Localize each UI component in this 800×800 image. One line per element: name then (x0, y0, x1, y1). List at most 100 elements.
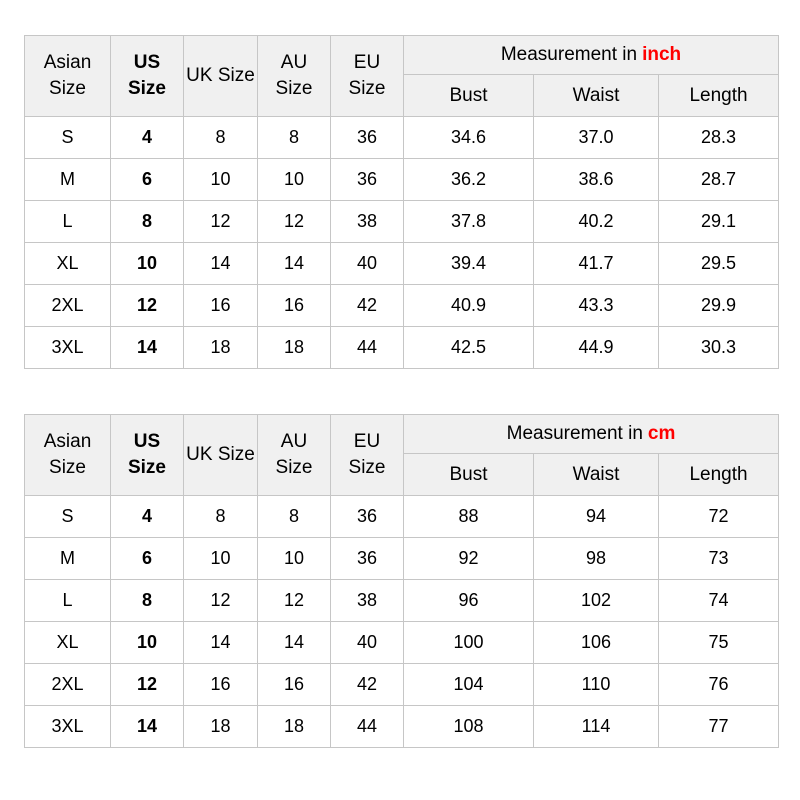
asian-size-cell: L (24, 200, 111, 243)
col-header-eu-size: EU Size (330, 35, 404, 117)
uk-size-cell: 8 (183, 116, 258, 159)
table-row: XL 10 14 14 40 100 106 75 (24, 621, 780, 664)
asian-size-cell: 2XL (24, 284, 111, 327)
length-cell: 28.3 (658, 116, 779, 159)
uk-size-cell: 18 (183, 326, 258, 369)
size-table-cm: Asian Size US Size UK Size AU Size EU Si… (24, 414, 780, 748)
waist-cell: 114 (533, 705, 659, 748)
length-cell: 76 (657, 663, 780, 706)
col-header-asian-size: Asian Size (24, 414, 111, 496)
us-size-cell: 12 (110, 663, 184, 706)
asian-size-cell: S (24, 116, 111, 159)
waist-cell: 106 (533, 621, 659, 664)
table-row: S 4 8 8 36 34.6 37.0 28.3 (24, 116, 779, 159)
bust-cell: 34.6 (403, 116, 534, 159)
size-table-cm-header: Asian Size US Size UK Size AU Size EU Si… (24, 414, 780, 496)
table-row: 2XL 12 16 16 42 104 110 76 (24, 663, 780, 706)
uk-size-cell: 16 (183, 284, 258, 327)
length-cell: 29.1 (658, 200, 779, 243)
col-header-us-size: US Size (110, 35, 184, 117)
waist-cell: 110 (533, 663, 659, 706)
waist-cell: 37.0 (533, 116, 659, 159)
eu-size-cell: 44 (330, 705, 404, 748)
au-size-cell: 10 (257, 158, 331, 201)
bust-cell: 36.2 (403, 158, 534, 201)
au-size-cell: 16 (257, 284, 331, 327)
col-header-au-size: AU Size (257, 414, 331, 496)
eu-size-cell: 38 (330, 200, 404, 243)
measurement-unit-header: Measurement in cm (402, 414, 780, 454)
col-header-asian-size: Asian Size (24, 35, 111, 117)
col-header-bust: Bust (403, 74, 534, 117)
eu-size-cell: 40 (330, 242, 404, 285)
measurement-unit-header: Measurement in inch (403, 35, 779, 75)
table-row: M 6 10 10 36 36.2 38.6 28.7 (24, 158, 779, 201)
bust-cell: 37.8 (403, 200, 534, 243)
us-size-cell: 8 (110, 200, 184, 243)
us-size-cell: 4 (110, 495, 184, 538)
uk-size-cell: 16 (183, 663, 258, 706)
table-row: S 4 8 8 36 88 94 72 (24, 495, 780, 538)
size-table-inch-header: Asian Size US Size UK Size AU Size EU Si… (24, 35, 779, 117)
eu-size-cell: 40 (330, 621, 404, 664)
length-cell: 75 (657, 621, 780, 664)
au-size-cell: 12 (257, 579, 331, 622)
length-cell: 29.5 (658, 242, 779, 285)
au-size-cell: 12 (257, 200, 331, 243)
table-row: M 6 10 10 36 92 98 73 (24, 537, 780, 580)
table-row: L 8 12 12 38 96 102 74 (24, 579, 780, 622)
au-size-cell: 14 (257, 621, 331, 664)
length-cell: 73 (657, 537, 780, 580)
us-size-cell: 6 (110, 537, 184, 580)
asian-size-cell: S (24, 495, 111, 538)
length-cell: 30.3 (658, 326, 779, 369)
uk-size-cell: 14 (183, 242, 258, 285)
uk-size-cell: 10 (183, 158, 258, 201)
waist-cell: 94 (533, 495, 659, 538)
us-size-cell: 14 (110, 705, 184, 748)
bust-cell: 42.5 (403, 326, 534, 369)
waist-cell: 102 (533, 579, 659, 622)
uk-size-cell: 14 (183, 621, 258, 664)
col-header-us-size: US Size (110, 414, 184, 496)
waist-cell: 43.3 (533, 284, 659, 327)
eu-size-cell: 36 (330, 158, 404, 201)
measurement-prefix-label: Measurement in (506, 423, 643, 445)
bust-cell: 104 (403, 663, 534, 706)
length-cell: 77 (657, 705, 780, 748)
waist-cell: 40.2 (533, 200, 659, 243)
size-chart-page: Asian Size US Size UK Size AU Size EU Si… (24, 35, 780, 748)
au-size-cell: 14 (257, 242, 331, 285)
uk-size-cell: 10 (183, 537, 258, 580)
waist-cell: 98 (533, 537, 659, 580)
waist-cell: 38.6 (533, 158, 659, 201)
asian-size-cell: 3XL (24, 705, 111, 748)
us-size-cell: 8 (110, 579, 184, 622)
uk-size-cell: 12 (183, 579, 258, 622)
size-table-cm-body: S 4 8 8 36 88 94 72 M 6 10 10 36 92 98 73 L 8 12 12 38 96 102 7… (24, 495, 780, 748)
eu-size-cell: 38 (330, 579, 404, 622)
au-size-cell: 10 (257, 537, 331, 580)
waist-cell: 41.7 (533, 242, 659, 285)
col-header-waist: Waist (533, 453, 659, 496)
length-cell: 28.7 (658, 158, 779, 201)
col-header-waist: Waist (533, 74, 659, 117)
asian-size-cell: 2XL (24, 663, 111, 706)
waist-cell: 44.9 (533, 326, 659, 369)
col-header-length: Length (657, 453, 780, 496)
eu-size-cell: 42 (330, 663, 404, 706)
asian-size-cell: M (24, 537, 111, 580)
measurement-prefix-label: Measurement in (500, 44, 638, 66)
bust-cell: 40.9 (403, 284, 534, 327)
size-table-inch-body: S 4 8 8 36 34.6 37.0 28.3 M 6 10 10 36 36.2 38.6 28.7 L 8… (24, 116, 779, 369)
size-table-inch: Asian Size US Size UK Size AU Size EU Si… (24, 35, 779, 369)
asian-size-cell: L (24, 579, 111, 622)
us-size-cell: 10 (110, 621, 184, 664)
eu-size-cell: 36 (330, 495, 404, 538)
table-row: 3XL 14 18 18 44 42.5 44.9 30.3 (24, 326, 779, 369)
length-cell: 72 (657, 495, 780, 538)
us-size-cell: 10 (110, 242, 184, 285)
us-size-cell: 14 (110, 326, 184, 369)
au-size-cell: 16 (257, 663, 331, 706)
au-size-cell: 8 (257, 495, 331, 538)
